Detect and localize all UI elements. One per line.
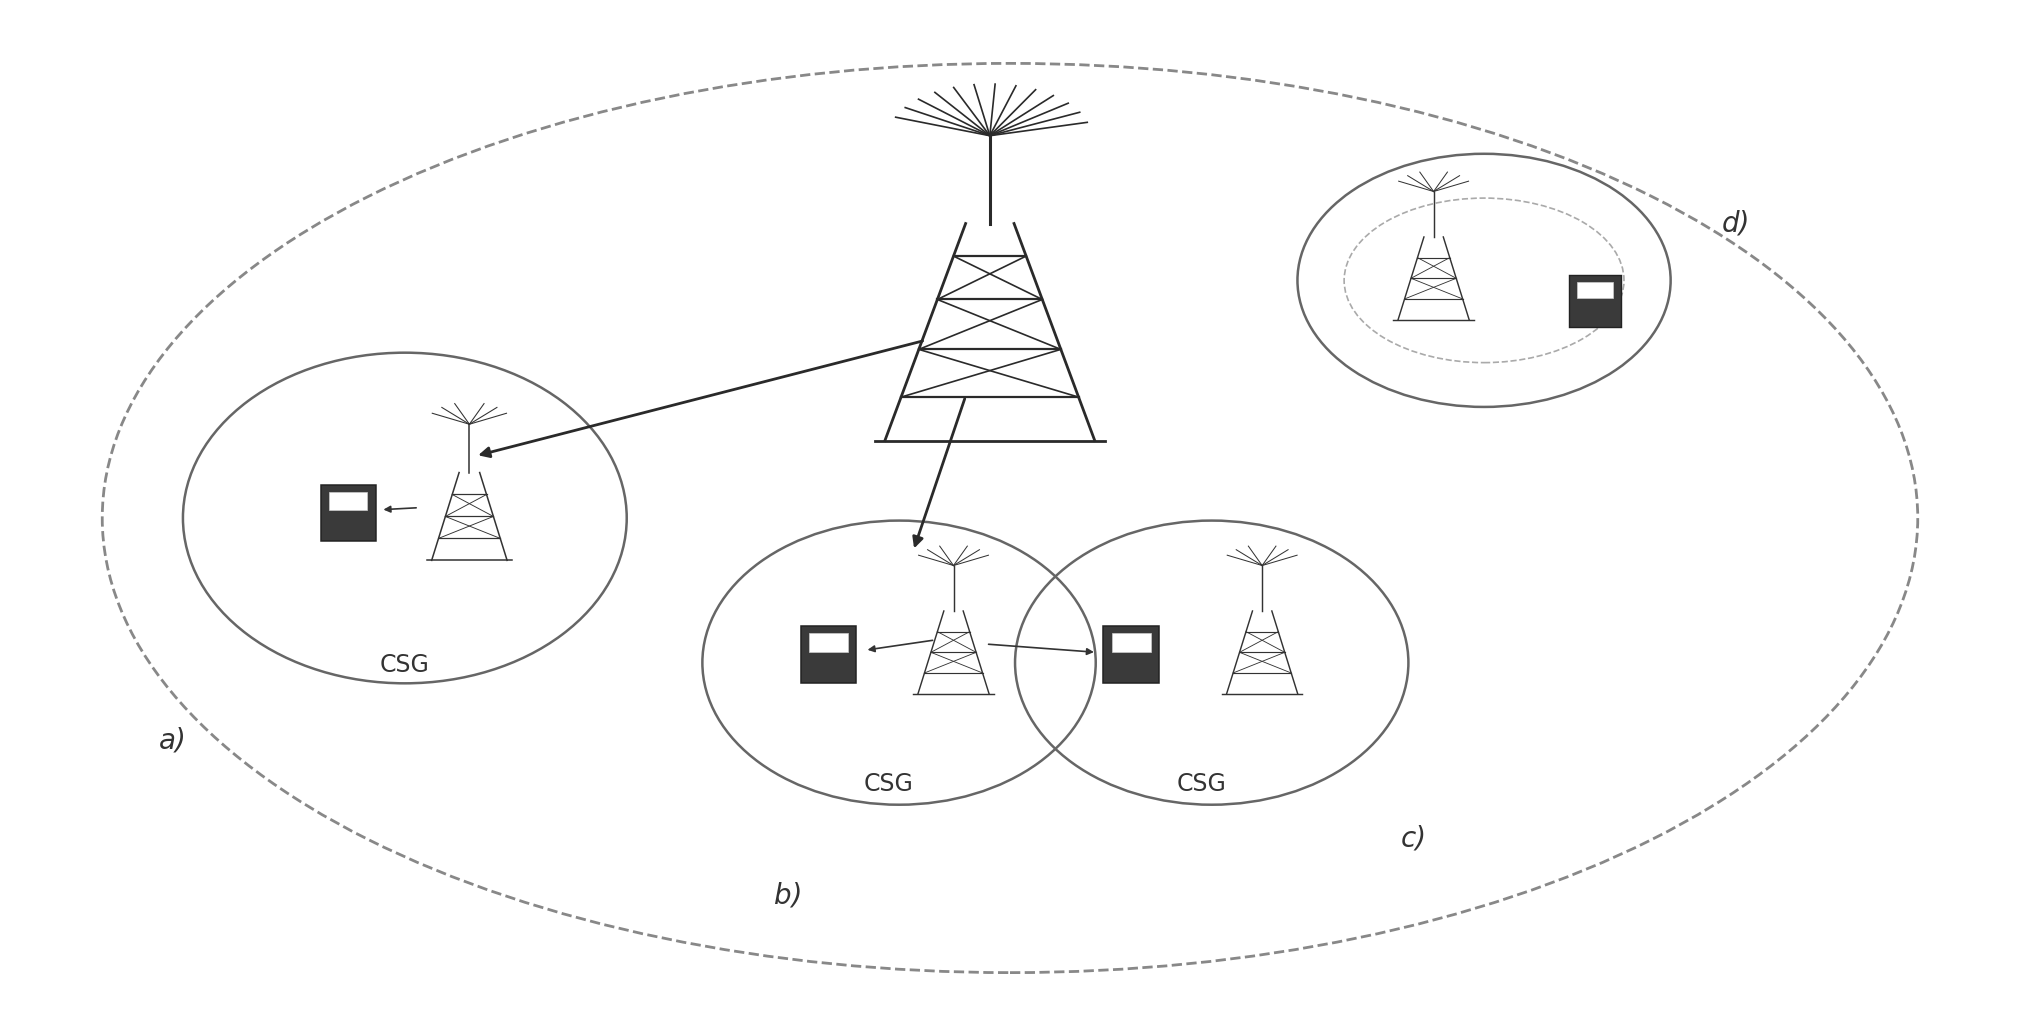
Bar — [1111, 633, 1151, 652]
Text: a): a) — [160, 726, 186, 754]
Text: d): d) — [1721, 209, 1751, 237]
Bar — [808, 633, 848, 652]
Text: c): c) — [1400, 825, 1426, 853]
Text: CSG: CSG — [1178, 772, 1226, 796]
Text: b): b) — [774, 882, 802, 910]
Bar — [1103, 626, 1159, 683]
Bar — [1570, 275, 1620, 327]
Bar — [800, 626, 856, 683]
Bar — [329, 492, 368, 510]
Bar — [1578, 282, 1614, 298]
Bar — [321, 485, 376, 541]
Text: CSG: CSG — [380, 653, 430, 677]
Text: CSG: CSG — [865, 772, 913, 796]
